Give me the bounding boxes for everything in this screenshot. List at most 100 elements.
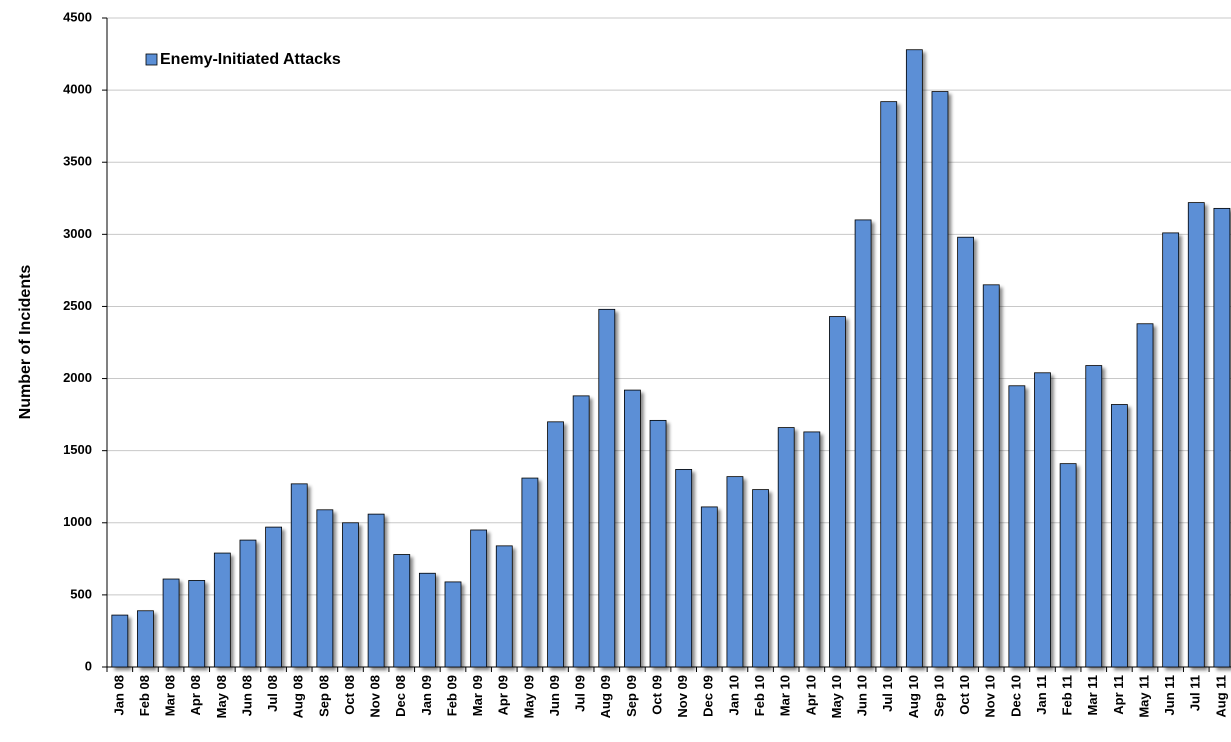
bar [1085,365,1103,668]
x-tick-label: Mar 10 [778,675,793,716]
x-tick-label: Jul 11 [1188,675,1203,711]
bar [1187,202,1205,668]
x-tick-label: May 11 [1136,675,1151,718]
bar [905,49,923,668]
x-tick-label: Jul 09 [573,675,588,712]
x-tick-label: Dec 08 [393,675,408,717]
x-tick-label: May 09 [521,675,536,718]
x-tick-label: Apr 09 [496,675,511,715]
x-tick-label: Mar 08 [163,675,178,716]
bar [239,539,257,668]
x-tick-label: Jul 08 [265,675,280,712]
y-tick-label: 1500 [63,442,92,457]
x-tick-label: Sep 08 [316,675,331,717]
y-tick-label: 4500 [63,9,92,24]
bar [495,545,513,668]
bar [829,316,846,668]
x-tick-label: Nov 10 [983,675,998,718]
bar [444,581,462,668]
x-tick-label: Sep 09 [624,675,639,717]
x-tick-label: Jan 10 [726,675,741,715]
x-tick-label: Oct 10 [957,675,972,715]
y-tick-label: 4000 [63,82,92,97]
x-tick-label: Apr 11 [1111,675,1126,715]
y-tick-label: 1000 [63,514,92,529]
x-tick-label: Sep 10 [931,675,946,717]
bar [1008,385,1026,668]
x-tick-label: May 10 [829,675,844,718]
bar [367,513,385,668]
bar [982,284,1000,668]
bar [1059,463,1077,668]
y-tick-label: 500 [70,586,92,601]
x-tick-label: Apr 08 [188,675,203,715]
bar [752,489,769,668]
bar [547,421,564,668]
bar [213,552,231,668]
bar [111,614,129,668]
bar [265,526,282,668]
y-axis-label: Number of Incidents [17,265,34,420]
bar [316,509,334,668]
bar [137,610,154,668]
bar [700,506,718,668]
bar [1136,323,1154,668]
x-tick-label: Jun 10 [855,675,870,716]
bar [598,308,616,668]
x-tick-label: Mar 09 [470,675,485,716]
bar [162,578,180,668]
bar [931,91,949,668]
bar [393,554,411,668]
bar [572,395,590,668]
x-tick-label: Jul 10 [880,675,895,712]
x-tick-label: Jun 11 [1162,675,1177,715]
bar [803,431,821,668]
bar [726,476,744,668]
y-tick-label: 3000 [63,226,92,241]
x-tick-label: Jun 09 [547,675,562,716]
bar [1034,372,1051,668]
bar [521,477,539,668]
x-tick-label: Jan 08 [111,675,126,715]
x-tick-label: Apr 10 [803,675,818,715]
bar [957,236,975,668]
x-tick-label: Feb 11 [1060,675,1075,715]
x-tick-label: Aug 11 [1213,675,1228,718]
bar [624,389,641,668]
x-tick-label: Feb 08 [137,675,152,716]
bar [418,572,436,668]
x-tick-label: Oct 09 [649,675,664,715]
bar [1110,404,1128,668]
x-tick-label: Dec 09 [701,675,716,717]
bar [470,529,488,668]
x-tick-label: Nov 09 [675,675,690,718]
bar [188,580,206,668]
bar [1162,232,1180,668]
x-tick-label: Oct 08 [342,675,357,715]
x-tick-label: Aug 08 [291,675,306,718]
x-tick-label: Aug 09 [598,675,613,718]
x-tick-label: Mar 11 [1085,675,1100,715]
y-tick-label: 2000 [63,370,92,385]
x-tick-label: Nov 08 [368,675,383,718]
bar [675,469,693,668]
x-tick-label: Feb 09 [444,675,459,716]
legend-swatch [145,53,158,66]
x-tick-label: Dec 10 [1008,675,1023,717]
bar [649,419,667,668]
y-tick-label: 3500 [63,154,92,169]
y-tick-label: 0 [85,658,92,673]
x-tick-label: Aug 10 [906,675,921,718]
y-tick-label: 2500 [63,298,92,313]
bar [880,101,898,668]
x-tick-label: Jan 11 [1034,675,1049,715]
bar [290,483,308,668]
x-tick-label: Feb 10 [752,675,767,716]
bar [777,427,795,668]
bar [342,522,359,668]
x-tick-label: May 08 [214,675,229,718]
x-tick-label: Jan 09 [419,675,434,715]
bar [1213,207,1231,668]
legend-label: Enemy-Initiated Attacks [160,51,341,68]
